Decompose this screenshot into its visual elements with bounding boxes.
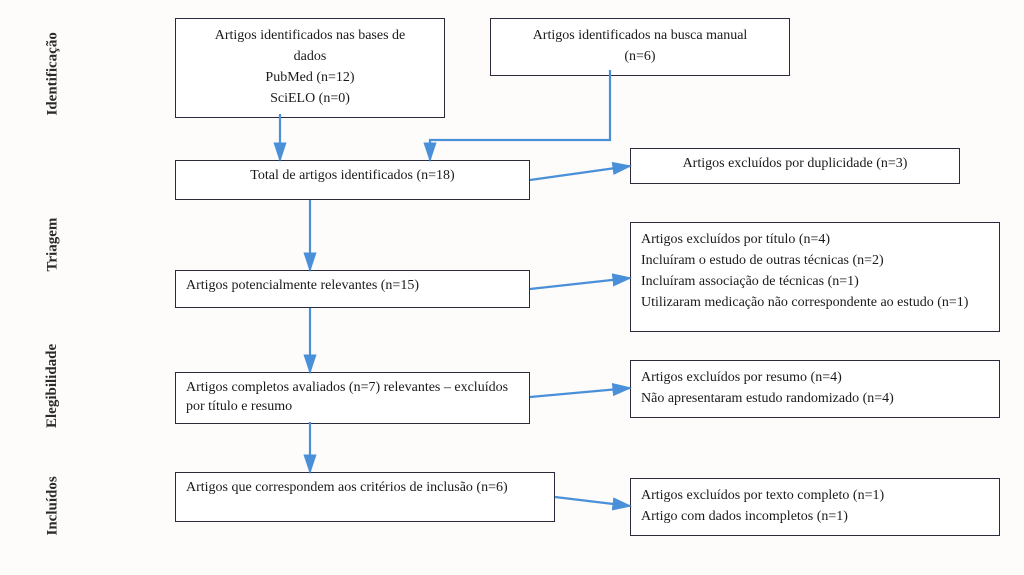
box-pot: Artigos potencialmente relevantes (n=15) [175,270,530,308]
box-excl-texto: Artigos excluídos por texto completo (n=… [630,478,1000,536]
box-db-line4: SciELO (n=0) [186,90,434,109]
box-comp-text: Artigos completos avaliados (n=7) releva… [186,380,508,414]
box-total-text: Total de artigos identificados (n=18) [250,168,454,183]
excl-titulo-l4: Utilizaram medicação não correspondente … [641,294,989,313]
excl-resumo-l1: Artigos excluídos por resumo (n=4) [641,369,989,388]
stage-incl: Incluídos [45,466,62,536]
box-db-line3: PubMed (n=12) [186,69,434,88]
box-dup: Artigos excluídos por duplicidade (n=3) [630,148,960,184]
excl-resumo-l2: Não apresentaram estudo randomizado (n=4… [641,390,989,409]
box-manual-line2: (n=6) [501,48,779,67]
box-manual-line1: Artigos identificados na busca manual [501,27,779,46]
box-final: Artigos que correspondem aos critérios d… [175,472,555,522]
box-excl-titulo: Artigos excluídos por título (n=4) Inclu… [630,222,1000,332]
stage-eleg: Elegibilidade [44,333,61,428]
box-excl-resumo: Artigos excluídos por resumo (n=4) Não a… [630,360,1000,418]
stage-triagem: Triagem [45,202,62,272]
excl-titulo-l3: Incluíram associação de técnicas (n=1) [641,273,989,292]
box-pot-text: Artigos potencialmente relevantes (n=15) [186,278,419,293]
stage-ident: Identificação [45,26,62,116]
box-db-line2: dados [186,48,434,67]
excl-texto-l1: Artigos excluídos por texto completo (n=… [641,487,989,506]
box-final-text: Artigos que correspondem aos critérios d… [186,480,508,495]
box-db: Artigos identificados nas bases de dados… [175,18,445,118]
box-manual: Artigos identificados na busca manual (n… [490,18,790,76]
box-comp: Artigos completos avaliados (n=7) releva… [175,372,530,424]
box-total: Total de artigos identificados (n=18) [175,160,530,200]
box-dup-text: Artigos excluídos por duplicidade (n=3) [683,156,908,171]
excl-titulo-l1: Artigos excluídos por título (n=4) [641,231,989,250]
box-db-line1: Artigos identificados nas bases de [186,27,434,46]
excl-texto-l2: Artigo com dados incompletos (n=1) [641,508,989,527]
excl-titulo-l2: Incluíram o estudo de outras técnicas (n… [641,252,989,271]
